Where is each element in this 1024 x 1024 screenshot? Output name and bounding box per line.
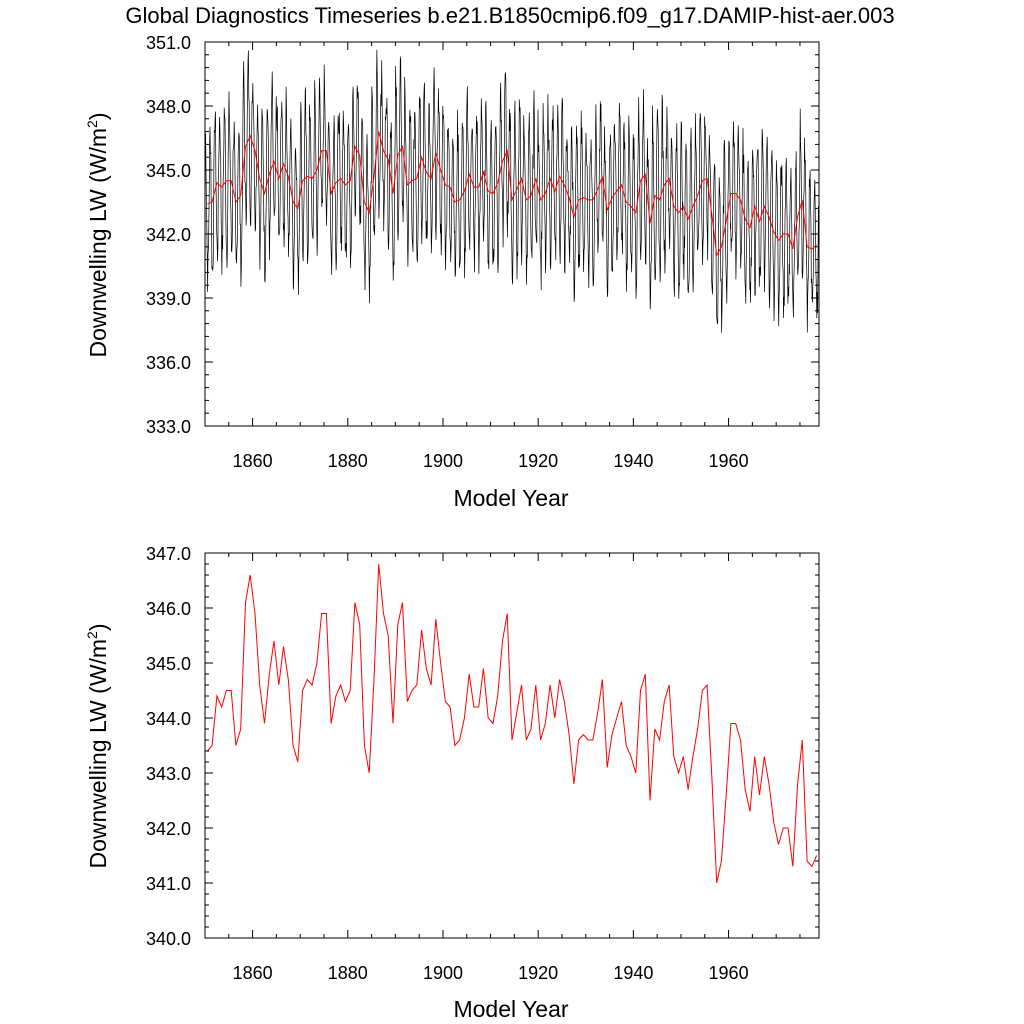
bottom-y-axis-label-main: Downwelling LW (W/m [85,639,111,869]
y-tick-label: 344.0 [146,709,191,729]
bottom-y-axis-label-tail: ) [85,623,111,631]
top-x-axis-label: Model Year [453,485,568,511]
x-tick-label: 1880 [328,451,368,471]
chart-title: Global Diagnostics Timeseries b.e21.B185… [125,3,894,28]
top-panel: 333.0 336.0 339.0 342.0 345.0 348.0 351.0 1860 1… [84,33,820,511]
y-tick-label: 333.0 [146,417,191,437]
x-tick-label: 1900 [423,963,463,983]
y-tick-label: 342.0 [146,819,191,839]
bottom-x-axis-label: Model Year [453,996,568,1022]
annual-mean-line [207,563,818,884]
y-tick-label: 346.0 [146,599,191,619]
top-monthly-series [204,49,820,333]
y-tick-label: 342.0 [146,225,191,245]
bottom-axes: 340.0 341.0 342.0 343.0 344.0 345.0 346.0 347.0… [146,544,820,983]
plot-frame [204,552,820,939]
top-y-axis-label-tail: ) [85,112,111,120]
y-tick-label: 339.0 [146,289,191,309]
y-tick-label: 343.0 [146,764,191,784]
annual-mean-line [207,131,817,257]
x-tick-label: 1900 [423,451,463,471]
bottom-y-axis-label-sup: 2 [84,631,100,639]
y-tick-label: 351.0 [146,33,191,53]
x-tick-label: 1920 [518,451,558,471]
top-y-axis-label-sup: 2 [84,120,100,128]
y-tick-label: 348.0 [146,97,191,117]
x-tick-label: 1940 [613,963,653,983]
x-tick-label: 1960 [709,451,749,471]
x-tick-label: 1960 [709,963,749,983]
top-y-axis-label: Downwelling LW (W/m2) [84,112,111,357]
y-tick-label: 336.0 [146,353,191,373]
top-y-axis-label-main: Downwelling LW (W/m [85,128,111,358]
bottom-panel: 340.0 341.0 342.0 343.0 344.0 345.0 346.0 347.0… [84,544,820,1022]
top-annual-series [207,131,817,257]
y-tick-label: 347.0 [146,544,191,564]
y-tick-label: 345.0 [146,161,191,181]
x-tick-label: 1860 [233,451,273,471]
bottom-annual-series [207,563,818,884]
monthly-mean-line [204,49,820,333]
top-axes: 333.0 336.0 339.0 342.0 345.0 348.0 351.0 1860 1… [146,33,820,471]
y-tick-label: 340.0 [146,929,191,949]
x-tick-label: 1880 [328,963,368,983]
x-tick-label: 1920 [518,963,558,983]
y-tick-label: 345.0 [146,654,191,674]
bottom-y-axis-label: Downwelling LW (W/m2) [84,623,111,868]
x-tick-label: 1860 [233,963,273,983]
x-tick-label: 1940 [613,451,653,471]
y-tick-label: 341.0 [146,874,191,894]
